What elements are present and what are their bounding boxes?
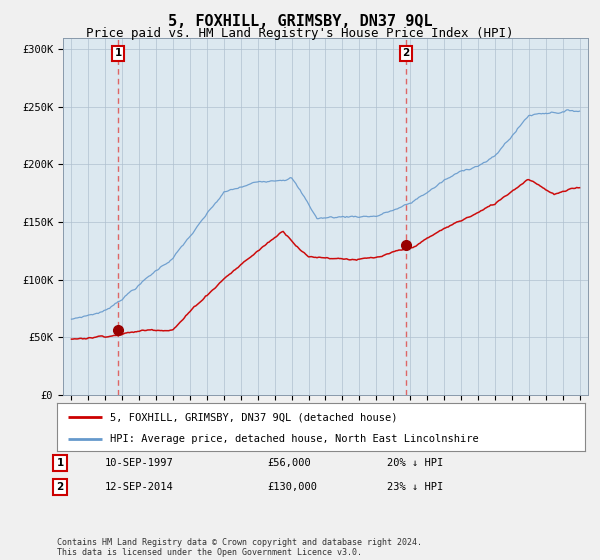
Text: 5, FOXHILL, GRIMSBY, DN37 9QL (detached house): 5, FOXHILL, GRIMSBY, DN37 9QL (detached … bbox=[110, 413, 397, 422]
Text: 1: 1 bbox=[115, 48, 122, 58]
Text: 23% ↓ HPI: 23% ↓ HPI bbox=[387, 482, 443, 492]
Text: 12-SEP-2014: 12-SEP-2014 bbox=[105, 482, 174, 492]
Text: 5, FOXHILL, GRIMSBY, DN37 9QL: 5, FOXHILL, GRIMSBY, DN37 9QL bbox=[167, 14, 433, 29]
Text: 10-SEP-1997: 10-SEP-1997 bbox=[105, 458, 174, 468]
Text: Price paid vs. HM Land Registry's House Price Index (HPI): Price paid vs. HM Land Registry's House … bbox=[86, 27, 514, 40]
Text: Contains HM Land Registry data © Crown copyright and database right 2024.
This d: Contains HM Land Registry data © Crown c… bbox=[57, 538, 422, 557]
Text: £130,000: £130,000 bbox=[267, 482, 317, 492]
Text: 1: 1 bbox=[56, 458, 64, 468]
Text: 2: 2 bbox=[403, 48, 410, 58]
Text: HPI: Average price, detached house, North East Lincolnshire: HPI: Average price, detached house, Nort… bbox=[110, 434, 479, 444]
Text: £56,000: £56,000 bbox=[267, 458, 311, 468]
Text: 20% ↓ HPI: 20% ↓ HPI bbox=[387, 458, 443, 468]
Text: 2: 2 bbox=[56, 482, 64, 492]
